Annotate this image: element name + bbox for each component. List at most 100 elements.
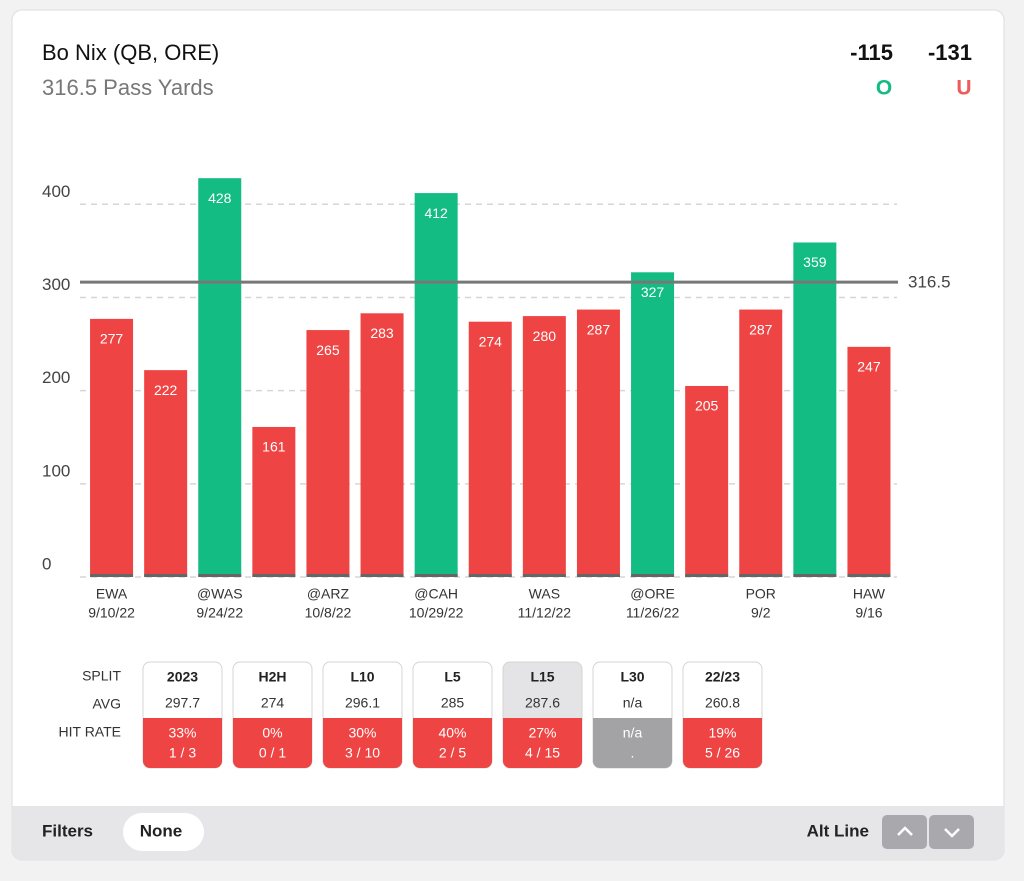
split-avg: 287.6 <box>525 695 560 711</box>
bar-value-label: 428 <box>208 190 232 206</box>
x-tick-label: EWA <box>96 586 128 602</box>
y-tick-label: 300 <box>42 275 70 294</box>
bar-base <box>793 574 837 577</box>
x-tick-date: 9/10/22 <box>88 605 135 621</box>
bar-value-label: 161 <box>262 439 286 455</box>
alt-line-down[interactable] <box>929 815 974 849</box>
bar-base <box>631 574 675 577</box>
split-hit-bg <box>413 718 492 768</box>
x-tick-label: WAS <box>529 586 560 602</box>
bar-base <box>576 574 620 577</box>
over-odds: -115 <box>850 40 893 65</box>
split-row-label: HIT RATE <box>59 724 122 740</box>
split-hit-count: 4 / 15 <box>525 745 560 761</box>
bar-value-label: 274 <box>479 333 503 349</box>
bar-value-label: 247 <box>857 359 881 375</box>
market-label: 316.5 Pass Yards <box>42 75 214 100</box>
filter-value: None <box>140 821 183 840</box>
bar <box>685 385 729 577</box>
bar-value-label: 205 <box>695 398 719 414</box>
bar-value-label: 280 <box>533 328 557 344</box>
under-label: U <box>956 77 971 100</box>
split-avg: 260.8 <box>705 695 740 711</box>
filter-pill[interactable] <box>123 813 204 851</box>
split-hit-count: 0 / 1 <box>259 745 286 761</box>
x-tick-date: 9/24/22 <box>196 605 243 621</box>
bar-value-label: 327 <box>641 284 665 300</box>
bar-base <box>847 574 891 577</box>
split-hit-pct: 27% <box>528 725 556 741</box>
split-hit-count: 3 / 10 <box>345 745 380 761</box>
bar-value-label: 359 <box>803 254 827 270</box>
x-tick-date: 9/16 <box>855 605 882 621</box>
split-hit-count: 1 / 3 <box>169 745 196 761</box>
split-hit-count: . <box>631 745 635 761</box>
filters-label: Filters <box>42 821 93 840</box>
split-avg: 285 <box>441 695 465 711</box>
bar-base <box>685 574 729 577</box>
bar <box>576 309 620 577</box>
bar <box>90 318 134 577</box>
x-tick-date: 10/8/22 <box>305 605 352 621</box>
x-tick-date: 11/26/22 <box>626 605 680 621</box>
bar <box>847 346 891 577</box>
split-avg: 296.1 <box>345 695 380 711</box>
split-row-label: AVG <box>92 696 121 712</box>
up-arrow <box>897 826 913 836</box>
bar <box>360 313 404 577</box>
split-hit-bg <box>503 718 582 768</box>
bar-base <box>414 574 458 577</box>
bar-value-label: 277 <box>100 331 124 347</box>
bar <box>793 242 837 577</box>
bar-base <box>90 574 134 577</box>
split-name: 22/23 <box>705 669 740 685</box>
x-tick-label: @ORE <box>630 586 675 602</box>
bar-value-label: 412 <box>424 205 448 221</box>
bar-base <box>306 574 350 577</box>
bar <box>631 272 675 577</box>
bar-value-label: 265 <box>316 342 340 358</box>
split-hit-pct: 40% <box>438 725 466 741</box>
split-hit-pct: 33% <box>168 725 196 741</box>
split-hit-bg <box>143 718 222 768</box>
alt-line-up[interactable] <box>882 815 927 849</box>
y-tick-label: 200 <box>42 368 70 387</box>
split-hit-count: 2 / 5 <box>439 745 466 761</box>
split-hit-pct: 30% <box>348 725 376 741</box>
bar-base <box>468 574 512 577</box>
x-tick-label: POR <box>746 586 776 602</box>
split-name: L15 <box>530 669 554 685</box>
bar-base <box>144 574 188 577</box>
split-name: 2023 <box>167 669 198 685</box>
split-avg-bg <box>503 690 582 718</box>
y-tick-label: 100 <box>42 461 70 480</box>
bar <box>414 193 458 577</box>
down-arrow <box>944 828 960 838</box>
bar-base <box>252 574 296 577</box>
footer-bar <box>12 806 1004 860</box>
bar-base <box>360 574 404 577</box>
x-tick-label: @CAH <box>414 586 458 602</box>
bar-value-label: 222 <box>154 382 178 398</box>
split-hit-pct: n/a <box>623 725 643 741</box>
split-hit-pct: 0% <box>262 725 282 741</box>
bar <box>739 309 783 577</box>
player-name: Bo Nix (QB, ORE) <box>42 40 219 65</box>
bar <box>144 370 188 577</box>
x-tick-date: 11/12/22 <box>518 605 572 621</box>
over-label: O <box>876 77 892 100</box>
bar <box>306 330 350 577</box>
bar-base <box>739 574 783 577</box>
bar <box>252 426 296 577</box>
x-tick-date: 10/29/22 <box>409 605 464 621</box>
bar <box>522 316 566 577</box>
split-avg: 297.7 <box>165 695 200 711</box>
split-hit-bg <box>593 718 672 768</box>
x-tick-date: 9/2 <box>751 605 771 621</box>
split-name: H2H <box>258 669 286 685</box>
split-hit-bg <box>233 718 312 768</box>
bar-value-label: 283 <box>370 325 394 341</box>
split-hit-count: 5 / 26 <box>705 745 740 761</box>
split-row-label: SPLIT <box>82 668 121 684</box>
